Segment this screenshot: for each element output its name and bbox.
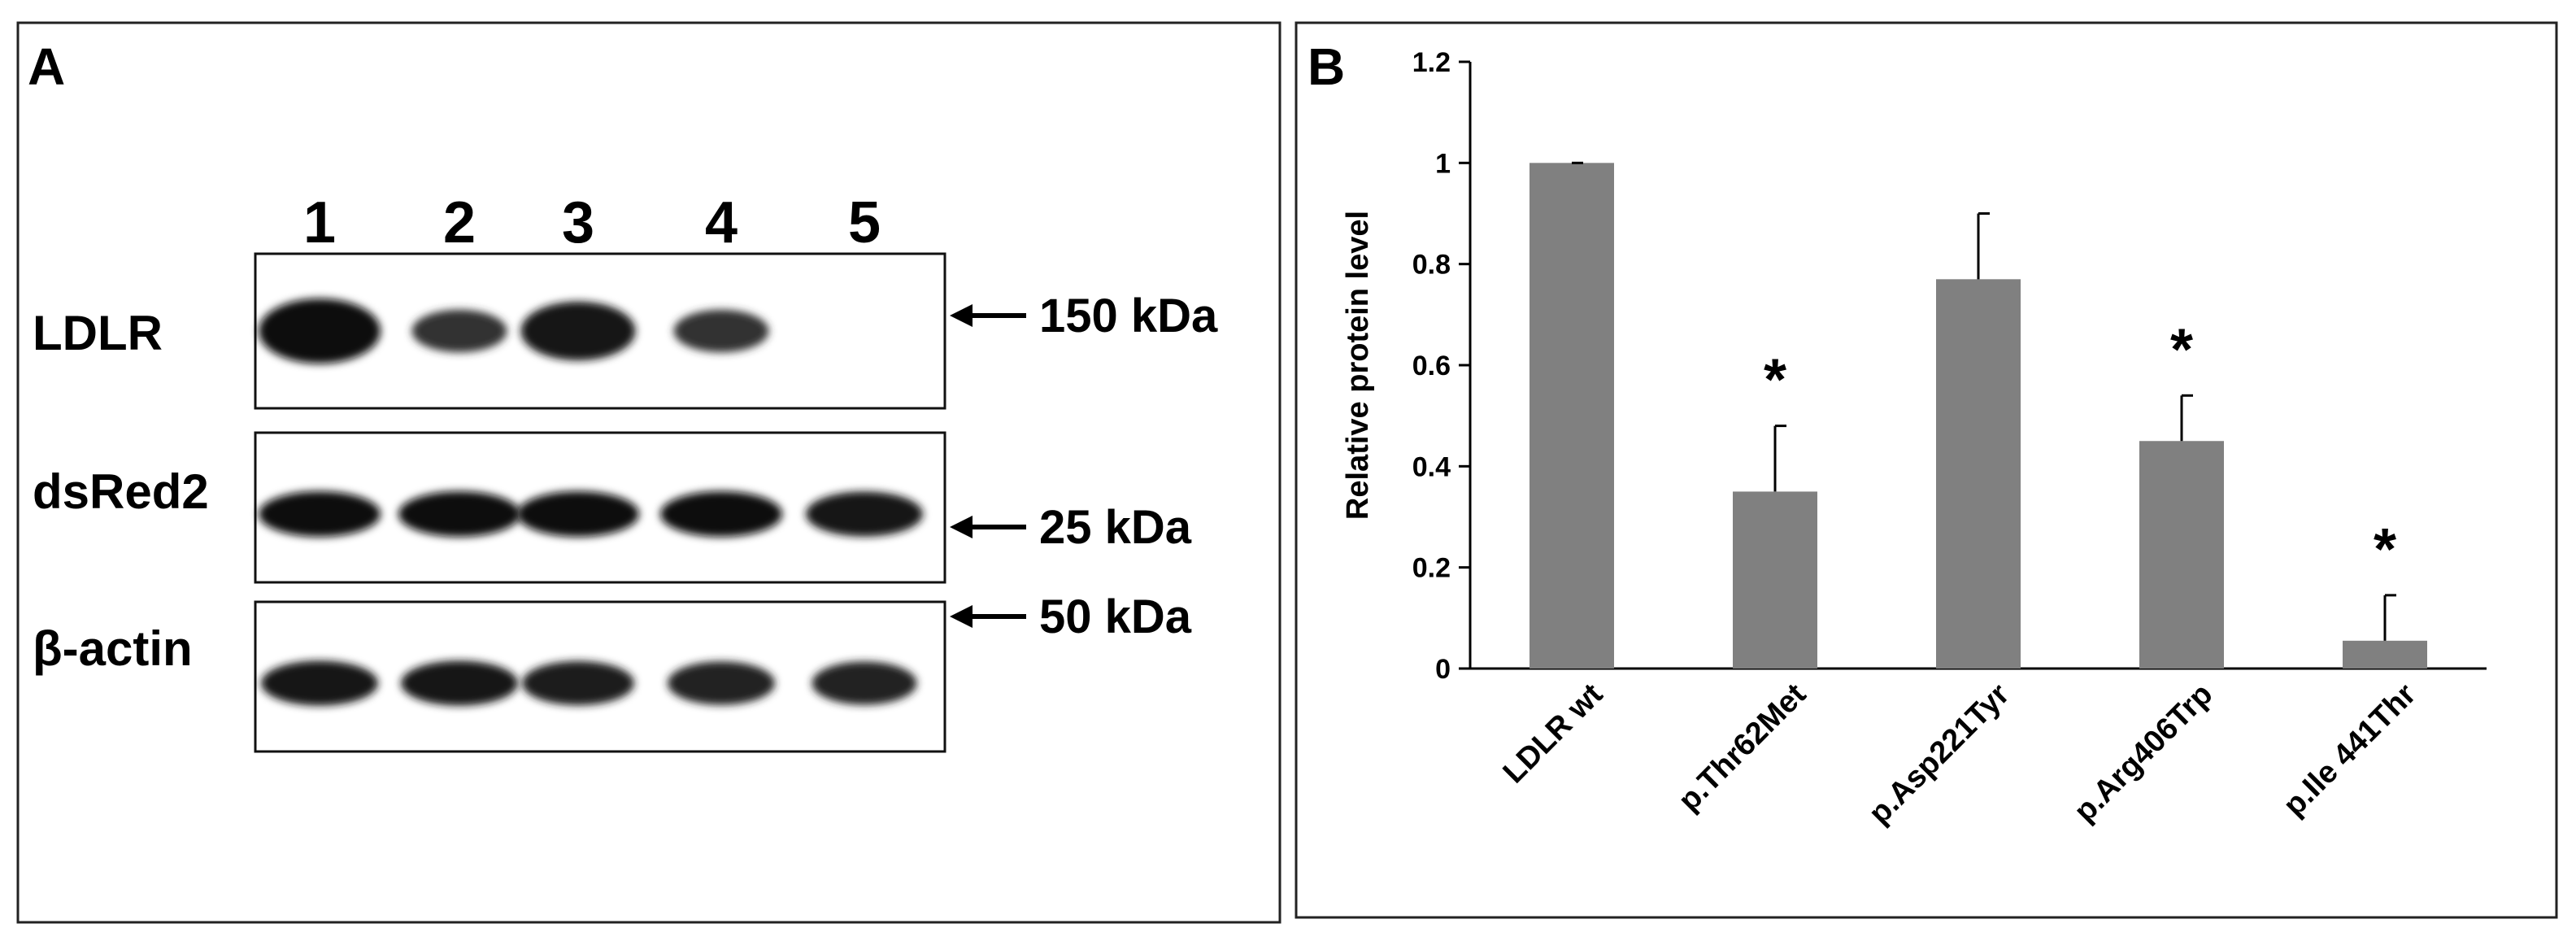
- bar: [2343, 640, 2427, 669]
- panel-a-letter: A: [28, 37, 65, 96]
- bar: [1936, 279, 2021, 669]
- protein-band: [398, 491, 520, 537]
- significance-marker: *: [2170, 317, 2193, 382]
- bar: [1530, 163, 1614, 669]
- y-tick-label: 1.2: [1412, 47, 1451, 78]
- bar: [1733, 491, 1817, 669]
- bar: [2139, 441, 2224, 669]
- size-marker-label: 25 kDa: [1039, 501, 1192, 554]
- lane-number: 1: [303, 190, 336, 255]
- protein-band: [261, 660, 378, 706]
- size-marker-label: 150 kDa: [1039, 290, 1218, 342]
- protein-band: [812, 661, 917, 705]
- western-blot: 1 2 3 4 5 LDLR 150 kDa dsRed2 25 kDa β-actin 50 kD…: [33, 190, 1218, 753]
- lane-number: 5: [848, 190, 881, 255]
- category-label: p.Thr62Met: [1672, 677, 1812, 817]
- protein-band: [668, 661, 775, 705]
- lane-number: 2: [443, 190, 476, 255]
- category-label: p.Asp221Tyr: [1862, 677, 2016, 831]
- y-tick-label: 0.2: [1412, 553, 1451, 584]
- protein-band: [259, 298, 381, 364]
- y-tick-label: 0.4: [1412, 451, 1451, 482]
- y-tick-label: 0: [1435, 654, 1451, 685]
- significance-marker: *: [2374, 517, 2396, 582]
- protein-band: [806, 491, 923, 537]
- protein-band: [660, 491, 782, 537]
- protein-band: [522, 660, 634, 706]
- category-label: p.Arg406Trp: [2068, 677, 2219, 829]
- protein-band: [401, 660, 518, 706]
- category-label: p.Ile 441Thr: [2277, 677, 2422, 823]
- y-tick-label: 0.8: [1412, 250, 1451, 281]
- protein-band: [520, 301, 636, 361]
- blot-row-label: LDLR: [33, 306, 163, 360]
- arrow-head: [950, 304, 973, 327]
- category-label: LDLR wt: [1497, 677, 1610, 790]
- protein-band: [411, 309, 507, 353]
- protein-band: [517, 491, 639, 537]
- blot-row-label: β-actin: [33, 621, 193, 676]
- y-tick-label: 1: [1435, 148, 1451, 179]
- size-marker-label: 50 kDa: [1039, 590, 1192, 643]
- protein-band: [259, 491, 381, 537]
- protein-band: [673, 309, 769, 353]
- y-axis-label: Relative protein level: [1341, 211, 1375, 520]
- panel-b-frame: [1295, 21, 2558, 919]
- blot-row-label: dsRed2: [33, 464, 209, 519]
- lane-number: 3: [562, 190, 594, 255]
- significance-marker: *: [1764, 348, 1786, 413]
- lane-number: 4: [705, 190, 738, 255]
- panel-a-frame: [16, 21, 1281, 924]
- panel-b-letter: B: [1308, 37, 1345, 96]
- y-tick-label: 0.6: [1412, 351, 1451, 381]
- bar-chart: 0 0.2 0.4 0.6 0.8 1 1.2 Relative protein level L…: [1341, 47, 2487, 831]
- arrow-head: [950, 605, 973, 628]
- arrow-head: [950, 516, 973, 538]
